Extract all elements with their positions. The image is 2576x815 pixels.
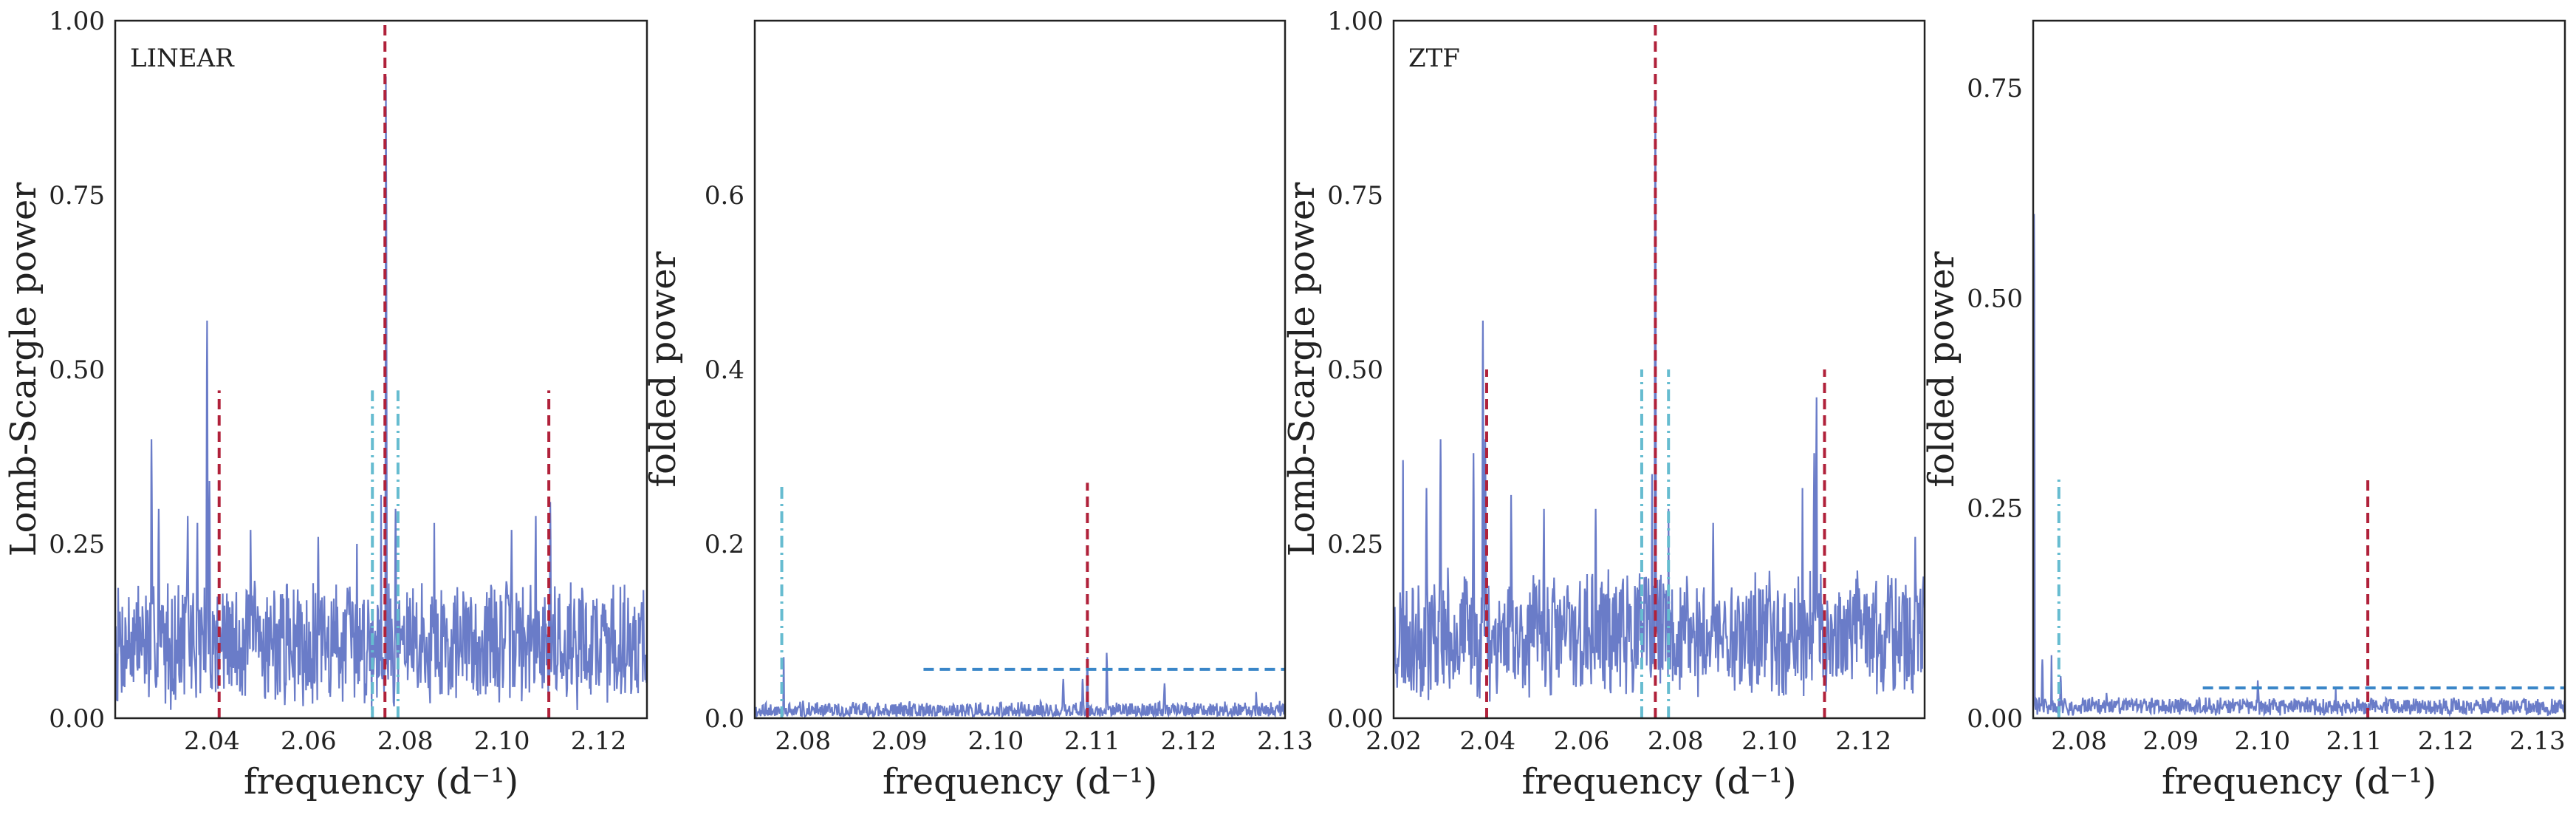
panel-4: 2.08 2.09 2.10 2.11 2.12 2.13 0.00 0.25 0.50 0.75… bbox=[1921, 19, 2566, 802]
y-tick-label: 1.00 bbox=[49, 7, 105, 36]
x-tick-label: 2.12 bbox=[571, 726, 627, 756]
x-tick-label: 2.08 bbox=[2051, 726, 2107, 756]
axes-frame bbox=[114, 19, 648, 720]
y-tick-label: 1.00 bbox=[1327, 7, 1383, 36]
series-line-1 bbox=[115, 76, 647, 711]
axes-frame bbox=[2032, 19, 2566, 720]
x-axis-label: frequency (d⁻¹) bbox=[883, 761, 1157, 802]
panel-3: 2.02 2.04 2.06 2.08 2.10 2.12 0.00 0.25 0.50 0.75… bbox=[1281, 7, 1926, 802]
plot-area bbox=[1394, 21, 1925, 718]
axes-frame bbox=[753, 19, 1287, 720]
x-tick-label: 2.10 bbox=[2234, 726, 2290, 756]
x-tick-label: 2.08 bbox=[775, 726, 831, 756]
x-tick-label: 2.09 bbox=[871, 726, 928, 756]
x-tick-label: 2.12 bbox=[1161, 726, 1217, 756]
y-tick-label: 0.75 bbox=[49, 181, 105, 211]
y-tick-label: 0.25 bbox=[1967, 494, 2023, 524]
series-line-1 bbox=[2033, 214, 2565, 717]
x-tick-label: 2.10 bbox=[968, 726, 1024, 756]
x-tick-label: 2.06 bbox=[1554, 726, 1610, 756]
y-tick-label: 0.2 bbox=[705, 530, 744, 559]
plot-area bbox=[755, 482, 1285, 718]
x-axis-label: frequency (d⁻¹) bbox=[1521, 761, 1796, 802]
x-tick-label: 2.04 bbox=[184, 726, 240, 756]
x-tick-label: 2.13 bbox=[2510, 726, 2566, 756]
y-tick-label: 0.75 bbox=[1327, 181, 1383, 211]
axes-frame bbox=[1392, 19, 1926, 720]
x-tick-label: 2.11 bbox=[2326, 726, 2383, 756]
y-tick-label: 0.75 bbox=[1967, 74, 2023, 103]
y-axis-label: folded power bbox=[643, 251, 684, 487]
x-tick-label: 2.04 bbox=[1459, 726, 1515, 756]
x-axis-label: frequency (d⁻¹) bbox=[2162, 761, 2436, 802]
x-tick-label: 2.12 bbox=[1835, 726, 1891, 756]
panel-label: ZTF bbox=[1408, 44, 1460, 73]
y-tick-label: 0.00 bbox=[1967, 704, 2023, 734]
y-tick-label: 0.00 bbox=[1327, 704, 1383, 734]
y-axis-label: Lomb-Scargle power bbox=[1281, 183, 1323, 556]
x-tick-label: 2.08 bbox=[377, 726, 434, 756]
x-tick-label: 2.11 bbox=[1064, 726, 1120, 756]
y-tick-label: 0.25 bbox=[49, 530, 105, 559]
x-tick-label: 2.06 bbox=[281, 726, 337, 756]
x-tick-label: 2.12 bbox=[2418, 726, 2474, 756]
y-tick-label: 0.6 bbox=[705, 181, 744, 211]
series-line-1 bbox=[755, 652, 1285, 718]
plot-area bbox=[115, 21, 647, 718]
y-tick-label: 0.25 bbox=[1327, 530, 1383, 559]
y-tick-label: 0.50 bbox=[1327, 355, 1383, 385]
x-axis-label: frequency (d⁻¹) bbox=[244, 761, 518, 802]
y-tick-label: 0.00 bbox=[49, 704, 105, 734]
x-tick-label: 2.02 bbox=[1366, 726, 1422, 756]
x-tick-label: 2.08 bbox=[1648, 726, 1704, 756]
series-line-1 bbox=[1394, 90, 1925, 702]
panel-label: LINEAR bbox=[130, 44, 235, 73]
x-tick-label: 2.09 bbox=[2142, 726, 2199, 756]
panel-2: 2.08 2.09 2.10 2.11 2.12 2.13 0.0 0.2 0.4 0.6 freq… bbox=[643, 19, 1313, 802]
y-tick-label: 0.0 bbox=[705, 704, 744, 734]
y-tick-label: 0.4 bbox=[705, 355, 744, 385]
x-tick-label: 2.13 bbox=[1257, 726, 1313, 756]
x-tick-label: 2.10 bbox=[1741, 726, 1798, 756]
y-axis-label: Lomb-Scargle power bbox=[3, 183, 44, 556]
y-tick-label: 0.50 bbox=[1967, 284, 2023, 313]
y-tick-label: 0.50 bbox=[49, 355, 105, 385]
plot-area bbox=[2033, 214, 2565, 718]
y-axis-label: folded power bbox=[1921, 251, 1962, 487]
x-tick-label: 2.10 bbox=[474, 726, 530, 756]
panel-1: 2.04 2.06 2.08 2.10 2.12 0.00 0.25 0.50 0.75 1.00… bbox=[3, 7, 648, 802]
